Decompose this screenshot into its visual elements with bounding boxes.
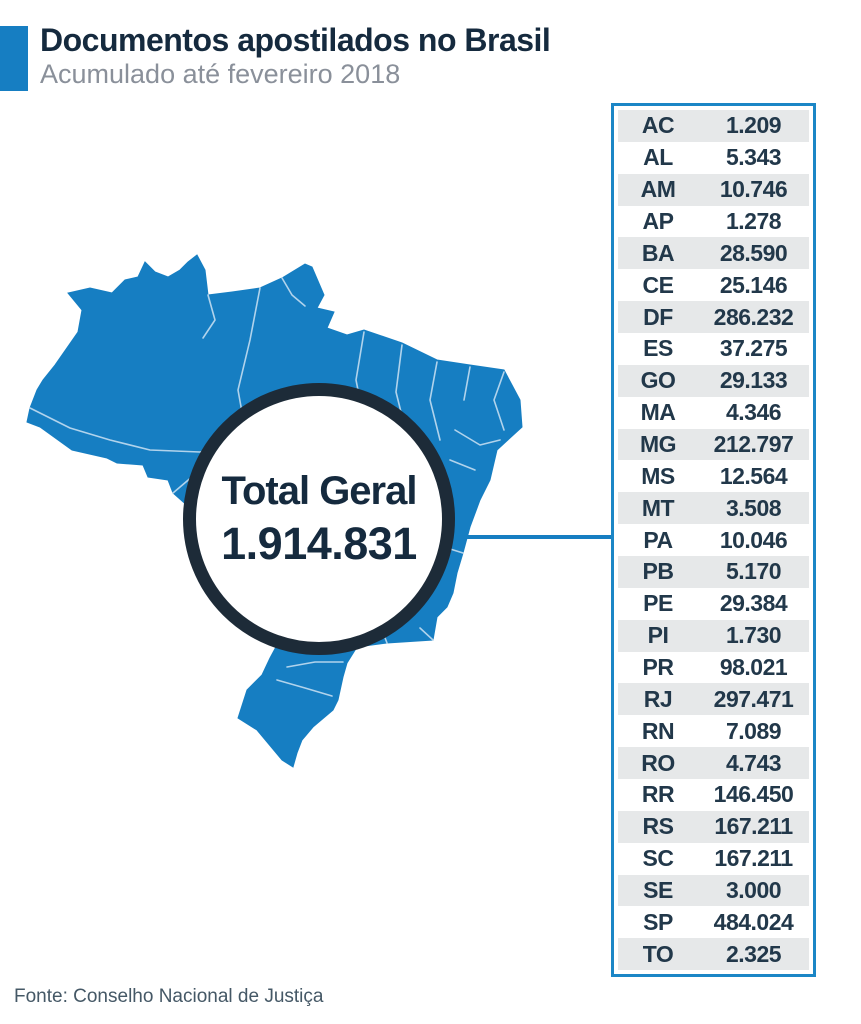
state-value: 212.797 [713,431,794,458]
table-row: AP 1.278 [618,205,809,238]
states-table-body: AC 1.209 AL 5.343 AM 10.746 AP 1.278 BA 28.590 CE 2… [618,110,809,971]
state-value: 2.325 [725,940,782,967]
state-code: RO [641,749,675,776]
table-row: ES 37.275 [618,333,809,365]
state-value: 29.384 [719,590,788,617]
state-value: 297.471 [713,685,794,712]
table-row: PE 29.384 [618,587,809,620]
state-value: 1.209 [725,112,782,139]
table-row: MG 212.797 [618,428,809,461]
state-code: DF [643,303,673,330]
state-code: AM [640,176,676,203]
state-code: ES [643,335,673,362]
state-value: 146.450 [713,781,794,808]
table-row: PI 1.730 [618,619,809,652]
page-title: Documentos apostilados no Brasil [40,22,551,58]
table-row: RO 4.743 [618,747,809,780]
state-code: RN [641,717,675,744]
state-code: SC [642,845,674,872]
state-value: 4.346 [725,399,782,426]
state-value: 12.564 [719,462,788,489]
state-value: 1.278 [725,208,782,234]
state-value: 167.211 [714,845,793,872]
state-code: RJ [643,685,673,712]
state-value: 4.743 [725,749,782,776]
state-value: 25.146 [719,271,788,298]
state-code: RR [641,781,675,808]
state-value: 3.000 [725,877,782,904]
table-row: RN 7.089 [618,715,809,748]
state-code: PB [642,558,674,585]
state-code: SP [643,908,673,935]
state-value: 98.021 [719,654,788,681]
state-code: PI [647,622,669,649]
state-code: AP [642,208,674,234]
table-row: RR 146.450 [618,779,809,811]
table-row: AC 1.209 [618,110,809,142]
callout-connector-line [440,535,612,539]
state-code: SE [643,877,673,904]
table-row: GO 29.133 [618,364,809,397]
states-table: AC 1.209 AL 5.343 AM 10.746 AP 1.278 BA 28.590 CE 2… [611,103,816,977]
table-row: MT 3.508 [618,492,809,525]
state-value: 1.730 [725,622,782,649]
state-code: RS [642,813,674,840]
table-row: RS 167.211 [618,810,809,843]
state-code: GO [640,367,676,394]
table-row: RJ 297.471 [618,683,809,716]
table-row: BA 28.590 [618,237,809,270]
state-value: 5.170 [725,558,782,585]
state-value: 29.133 [719,367,788,394]
table-row: MS 12.564 [618,460,809,493]
table-row: SC 167.211 [618,842,809,875]
state-value: 167.211 [714,813,793,840]
state-code: MT [641,494,675,521]
state-code: AC [641,112,675,139]
table-row: AM 10.746 [618,173,809,206]
state-code: MS [641,462,675,489]
state-code: PA [643,526,673,553]
total-value: 1.914.831 [221,518,417,569]
total-callout-circle: Total Geral 1.914.831 [183,383,455,655]
table-row: PR 98.021 [618,651,809,684]
table-row: SP 484.024 [618,906,809,939]
table-row: CE 25.146 [618,269,809,302]
table-row: SE 3.000 [618,874,809,907]
table-row: MA 4.346 [618,396,809,429]
table-row: PA 10.046 [618,524,809,557]
state-value: 7.089 [725,717,782,744]
state-value: 28.590 [719,239,788,266]
state-code: AL [643,144,673,171]
state-code: PE [643,590,673,617]
table-row: PB 5.170 [618,556,809,588]
state-code: CE [642,271,674,298]
table-row: AL 5.343 [618,141,809,174]
state-value: 37.275 [719,335,788,362]
title-accent-square [0,26,28,91]
state-code: PR [642,654,674,681]
source-note: Fonte: Conselho Nacional de Justiça [14,986,324,1007]
state-value: 10.746 [719,176,788,203]
state-code: TO [642,940,674,967]
state-value: 484.024 [713,908,794,935]
state-value: 5.343 [725,144,782,171]
table-row: DF 286.232 [618,301,809,334]
state-value: 286.232 [713,303,794,330]
state-value: 10.046 [719,526,788,553]
state-value: 3.508 [725,494,782,521]
page-subtitle: Acumulado até fevereiro 2018 [40,59,401,89]
table-row: TO 2.325 [618,938,809,971]
state-code: MA [640,399,676,426]
state-code: MG [639,431,677,458]
state-code: BA [641,239,675,266]
total-label: Total Geral [221,469,418,513]
